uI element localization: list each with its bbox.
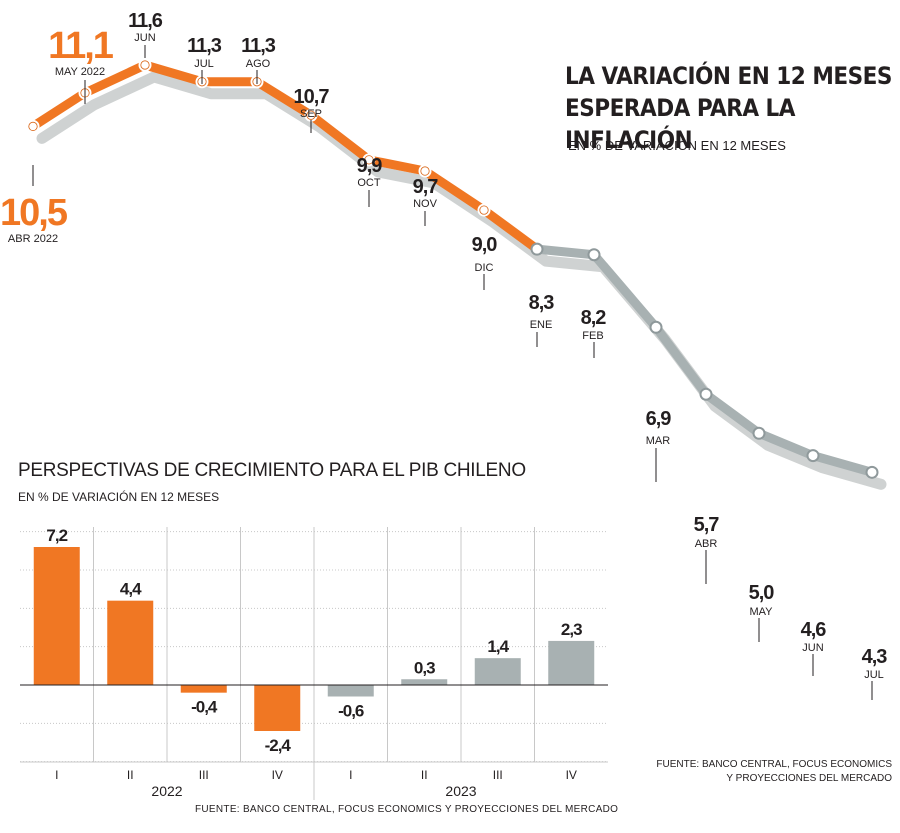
data-point-12 <box>649 320 663 334</box>
gdp-chart-subtitle: EN % DE VARIACIÓN EN 12 MESES <box>18 490 220 504</box>
year-label-2022: 2022 <box>151 783 182 799</box>
quarter-label-4: IV <box>272 768 283 782</box>
inflation-title-line-1: LA VARIACIÓN EN 12 MESES <box>565 62 892 90</box>
data-point-ring-7 <box>364 155 374 165</box>
data-point-ring-3 <box>140 60 150 70</box>
data-point-10 <box>530 242 544 256</box>
data-point-16 <box>865 465 879 479</box>
bar-value-label-3: -0,4 <box>191 698 218 717</box>
bar-value-label-2: 4,4 <box>120 580 142 599</box>
month-label-5: AGO <box>246 58 271 70</box>
inflation-line-actual <box>28 60 542 254</box>
bar-value-label-6: 0,3 <box>414 658 435 677</box>
bar-4 <box>254 685 301 731</box>
value-label-13: 5,7 <box>694 514 720 536</box>
month-label-4: JUL <box>194 58 214 70</box>
bar-7 <box>474 658 521 685</box>
value-label-16: 4,3 <box>862 646 888 668</box>
month-label-7: OCT <box>357 177 381 189</box>
month-label-15: JUN <box>802 642 823 654</box>
month-label-1: ABR 2022 <box>8 233 58 245</box>
quarter-label-5: I <box>349 768 352 782</box>
value-label-1: 10,5 <box>0 192 68 234</box>
data-point-ring-9 <box>479 205 489 215</box>
value-label-8: 9,7 <box>413 176 439 198</box>
quarter-label-6: II <box>421 768 428 782</box>
value-label-5: 11,3 <box>241 35 276 57</box>
quarter-label-7: III <box>493 768 503 782</box>
quarter-label-2: II <box>127 768 134 782</box>
data-point-ring-6 <box>306 110 316 120</box>
data-point-15 <box>806 449 820 463</box>
gdp-source: FUENTE: BANCO CENTRAL, FOCUS ECONOMICS Y… <box>195 804 619 815</box>
inflation-chart-subtitle: EN % DE VARIACIÓN EN 12 MESES <box>568 138 786 153</box>
bar-3 <box>180 685 227 693</box>
data-point-11 <box>587 248 601 262</box>
bar-6 <box>401 679 448 685</box>
value-label-3: 11,6 <box>128 10 163 32</box>
value-label-15: 4,6 <box>801 619 827 641</box>
quarter-label-8: IV <box>566 768 577 782</box>
value-label-10: 8,3 <box>529 292 555 314</box>
month-label-16: JUL <box>864 669 884 681</box>
month-label-6: SEP <box>300 108 322 120</box>
value-label-11: 8,2 <box>581 307 607 329</box>
bar-8 <box>548 640 595 685</box>
value-label-6: 10,7 <box>294 86 330 108</box>
value-label-4: 11,3 <box>187 35 222 57</box>
year-label-2023: 2023 <box>445 783 476 799</box>
month-label-11: FEB <box>582 330 603 342</box>
month-label-12: MAR <box>646 435 671 447</box>
month-label-10: ENE <box>530 319 553 331</box>
data-point-13 <box>699 387 713 401</box>
bar-value-label-5: -0,6 <box>338 702 364 721</box>
bar-1 <box>33 547 80 685</box>
inflation-title-line-2: ESPERADA PARA LA INFLACIÓN <box>565 94 796 154</box>
value-label-9: 9,0 <box>472 234 498 256</box>
bar-2 <box>107 600 154 685</box>
data-point-ring-1 <box>28 121 38 131</box>
bar-5 <box>327 685 374 697</box>
quarter-label-3: III <box>199 768 209 782</box>
bar-value-label-4: -2,4 <box>265 736 292 755</box>
inflation-source: FUENTE: BANCO CENTRAL, FOCUS ECONOMICS Y… <box>656 759 892 784</box>
month-label-2: MAY 2022 <box>55 66 105 78</box>
inflation-line-forecast <box>532 244 877 477</box>
month-label-8: NOV <box>413 198 438 210</box>
gdp-chart-title: PERSPECTIVAS DE CRECIMIENTO PARA EL PIB … <box>18 460 526 481</box>
data-point-14 <box>752 426 766 440</box>
bar-value-label-1: 7,2 <box>46 526 67 545</box>
month-label-9: DIC <box>475 262 494 274</box>
value-label-12: 6,9 <box>646 408 672 430</box>
quarter-label-1: I <box>55 768 58 782</box>
month-label-13: ABR <box>695 538 718 550</box>
bar-value-label-8: 2,3 <box>561 620 582 639</box>
value-label-14: 5,0 <box>749 582 775 604</box>
month-label-14: MAY <box>749 606 773 618</box>
month-label-3: JUN <box>134 32 155 44</box>
inflation-chart-title: LA VARIACIÓN EN 12 MESES ESPERADA PARA L… <box>565 60 895 156</box>
data-point-ring-8 <box>420 166 430 176</box>
value-label-7: 9,9 <box>357 155 383 177</box>
value-label-2: 11,1 <box>48 25 114 67</box>
bar-value-label-7: 1,4 <box>487 637 509 656</box>
